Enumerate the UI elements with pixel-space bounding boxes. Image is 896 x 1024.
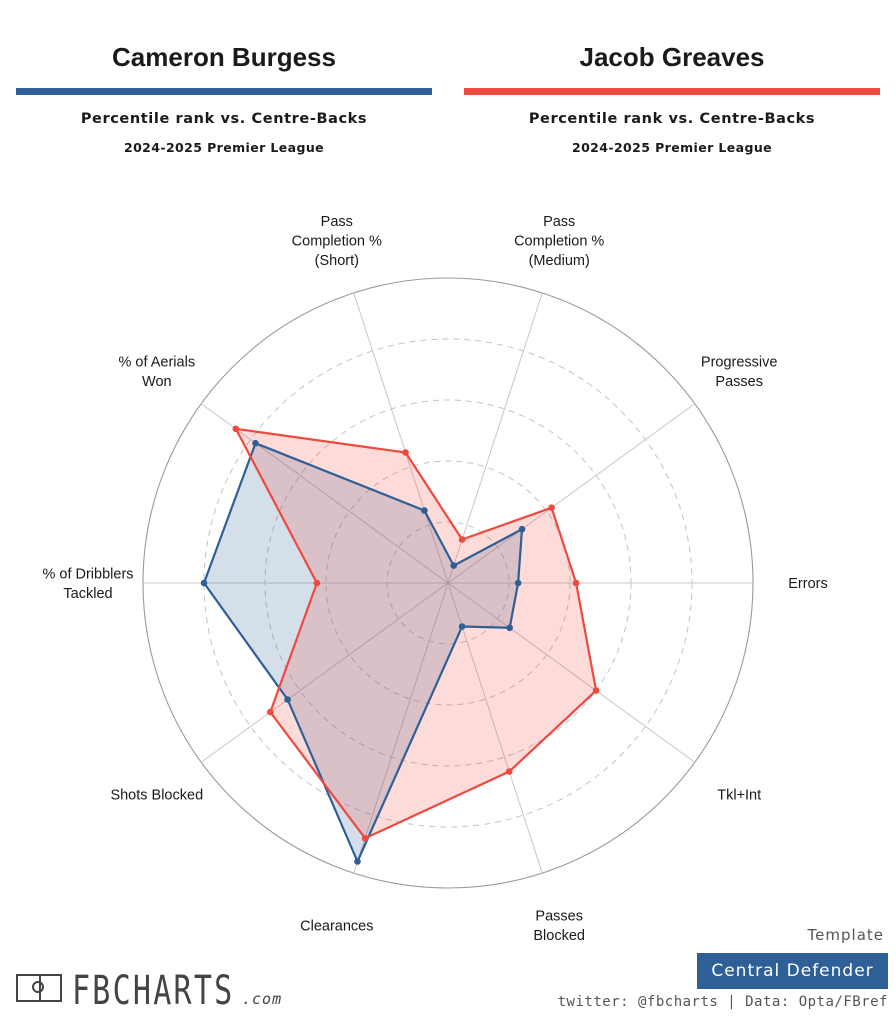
right-subtitle: Percentile rank vs. Centre-Backs — [528, 111, 816, 127]
data-point — [572, 579, 580, 587]
left-player-color-bar — [16, 88, 432, 95]
left-subtitle: Percentile rank vs. Centre-Backs — [80, 111, 368, 127]
left-player-name: Cameron Burgess — [112, 42, 336, 72]
logo-text: FBCHARTS — [72, 968, 235, 1014]
data-point — [518, 525, 526, 533]
axis-label: Progressive Passes — [701, 355, 778, 391]
axis-label: % of Aerials Won — [119, 355, 196, 391]
right-player-name: Jacob Greaves — [579, 42, 765, 72]
data-point — [313, 579, 321, 587]
data-point — [458, 623, 466, 630]
data-point — [421, 507, 428, 514]
axis-spoke — [447, 582, 543, 874]
left-season: 2024-2025 Premier League — [123, 140, 325, 155]
right-season: 2024-2025 Premier League — [571, 140, 773, 155]
axis-label: Clearances — [300, 918, 373, 934]
radar-series — [200, 425, 600, 865]
data-point — [514, 579, 522, 587]
data-point — [267, 708, 274, 716]
right-player-color-bar — [464, 88, 880, 95]
axis-label: Passes Blocked — [533, 909, 585, 945]
data-point — [200, 579, 208, 587]
template-label: Template — [807, 926, 884, 944]
data-point — [361, 835, 369, 842]
axis-spoke — [353, 582, 449, 874]
axis-label: Shots Blocked — [110, 788, 203, 804]
series-fill-0 — [204, 443, 522, 862]
data-point — [354, 858, 361, 865]
data-point — [284, 696, 291, 703]
data-point — [402, 449, 409, 456]
axis-spoke — [200, 582, 449, 763]
data-point — [548, 504, 555, 512]
pitch-icon — [16, 974, 62, 1002]
axis-label: % of Dribblers Tackled — [42, 566, 133, 602]
axis-spoke — [447, 292, 543, 584]
axis-spoke — [447, 582, 696, 763]
axis-spoke — [200, 403, 449, 584]
axis-label: Errors — [788, 576, 827, 592]
axis-spoke — [353, 292, 449, 584]
axis-label: Pass Completion % (Medium) — [514, 214, 604, 269]
radar-axis-labels: Pass Completion % (Medium) Progressive Passe… — [42, 214, 827, 944]
template-badge: Central Defender — [697, 953, 888, 989]
axis-label: Tkl+Int — [717, 788, 761, 804]
credits: twitter: @fbcharts | Data: Opta/FBref — [557, 994, 888, 1010]
data-point — [506, 768, 513, 775]
axis-spoke — [447, 403, 696, 584]
logo-suffix: .com — [242, 990, 283, 1008]
axis-label: Pass Completion % (Short) — [292, 214, 382, 269]
radar-grid — [142, 277, 754, 889]
data-point — [506, 624, 513, 632]
data-point — [458, 536, 466, 543]
series-fill-1 — [235, 428, 597, 839]
data-point — [592, 687, 600, 694]
data-point — [450, 562, 458, 569]
data-point — [252, 439, 259, 447]
data-point — [232, 425, 240, 433]
